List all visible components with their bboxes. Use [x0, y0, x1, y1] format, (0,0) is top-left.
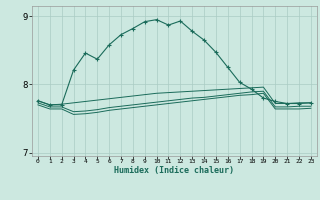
X-axis label: Humidex (Indice chaleur): Humidex (Indice chaleur): [115, 166, 234, 175]
